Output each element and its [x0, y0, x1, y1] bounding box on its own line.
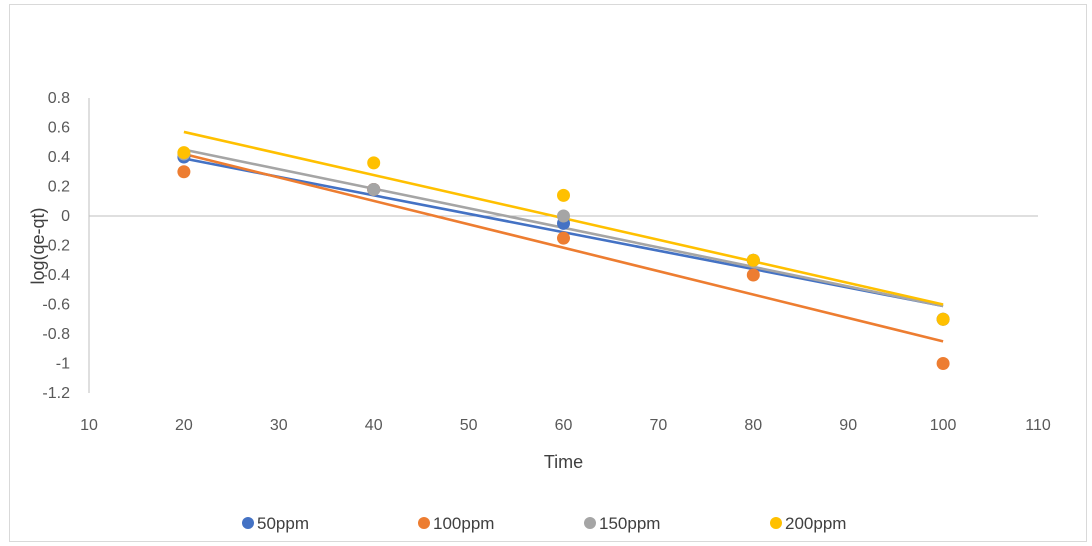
data-point-100ppm: [557, 231, 570, 245]
x-tick-label: 30: [270, 417, 288, 434]
y-tick-label: -0.4: [42, 267, 70, 284]
legend: 50ppm 100ppm 150ppm 200ppm: [242, 514, 846, 533]
x-axis-label: Time: [544, 452, 583, 472]
x-tick-label: 50: [460, 417, 478, 434]
chart-frame: [9, 4, 1087, 542]
legend-marker: [418, 517, 430, 529]
data-point-100ppm: [936, 357, 950, 370]
trendline-100ppm: [183, 152, 944, 343]
legend-marker: [242, 517, 254, 529]
x-axis-ticks: 10 20 30 40 50 60 70 80 90 100 110: [80, 417, 1051, 434]
x-tick-label: 60: [555, 417, 573, 434]
data-points: [177, 146, 950, 370]
x-tick-label: 100: [930, 417, 957, 434]
y-tick-label: 0.4: [48, 149, 70, 166]
y-tick-label: 0.8: [48, 90, 70, 107]
data-point-200ppm: [177, 146, 191, 160]
y-axis-ticks: 0.8 0.6 0.4 0.2 0 -0.2 -0.4 -0.6 -0.8 -1 -1.2: [42, 90, 70, 402]
y-tick-label: -1: [56, 356, 70, 373]
x-tick-label: 70: [650, 417, 668, 434]
y-tick-label: 0.2: [48, 179, 70, 196]
y-tick-label: -1.2: [42, 385, 70, 402]
data-point-200ppm: [746, 253, 760, 267]
legend-marker: [770, 517, 782, 529]
y-tick-label: -0.8: [42, 326, 70, 343]
y-axis-label: log(qe-qt): [28, 207, 48, 284]
data-point-150ppm: [367, 182, 381, 196]
data-point-100ppm: [177, 165, 191, 179]
legend-label: 50ppm: [257, 514, 309, 533]
data-point-100ppm: [746, 268, 760, 282]
x-tick-label: 40: [365, 417, 383, 434]
y-tick-label: -0.2: [42, 238, 70, 255]
data-point-200ppm: [367, 156, 381, 170]
legend-marker: [584, 517, 596, 529]
data-point-200ppm: [936, 312, 950, 326]
x-tick-label: 20: [175, 417, 193, 434]
x-tick-label: 110: [1025, 417, 1051, 434]
x-tick-label: 80: [744, 417, 762, 434]
y-tick-label: 0: [61, 208, 70, 225]
legend-label: 100ppm: [433, 514, 494, 533]
legend-label: 150ppm: [599, 514, 660, 533]
y-tick-label: -0.6: [42, 297, 70, 314]
x-tick-label: 90: [839, 417, 857, 434]
legend-label: 200ppm: [785, 514, 846, 533]
data-point-150ppm: [557, 209, 570, 223]
data-point-200ppm: [557, 188, 570, 202]
y-tick-label: 0.6: [48, 120, 70, 137]
x-tick-label: 10: [80, 417, 98, 434]
